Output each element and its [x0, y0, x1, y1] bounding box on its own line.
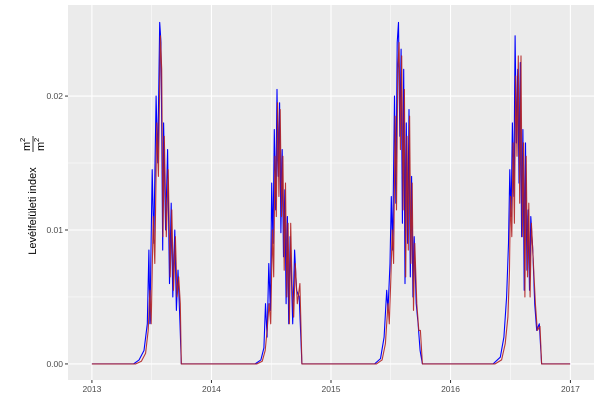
x-axis: 2013 2014 2015 2016 2017 — [82, 380, 580, 394]
y-tick-label: 0.00 — [46, 359, 63, 369]
grid-lines — [68, 5, 594, 380]
series-group — [91, 21, 571, 365]
y-axis-label: Levélfelületi index — [27, 167, 39, 255]
y-unit-numerator-exp: 2 — [18, 138, 27, 142]
x-tick-label: 2014 — [202, 384, 221, 394]
x-tick-label: 2013 — [82, 384, 101, 394]
y-axis-title: Levélfelületi index m 2 m 2 — [18, 136, 47, 255]
y-unit-numerator: m — [21, 142, 33, 151]
y-tick-label: 0.02 — [46, 91, 63, 101]
x-tick-label: 2015 — [322, 384, 341, 394]
series-line-red — [91, 35, 571, 365]
x-tick-label: 2016 — [441, 384, 460, 394]
series-line-blue — [91, 21, 571, 365]
y-tick-label: 0.01 — [46, 225, 63, 235]
y-unit-denominator: m — [35, 142, 47, 151]
y-axis: 0.00 0.01 0.02 — [46, 91, 68, 369]
x-tick-label: 2017 — [561, 384, 580, 394]
y-unit-denominator-exp: 2 — [32, 138, 41, 142]
